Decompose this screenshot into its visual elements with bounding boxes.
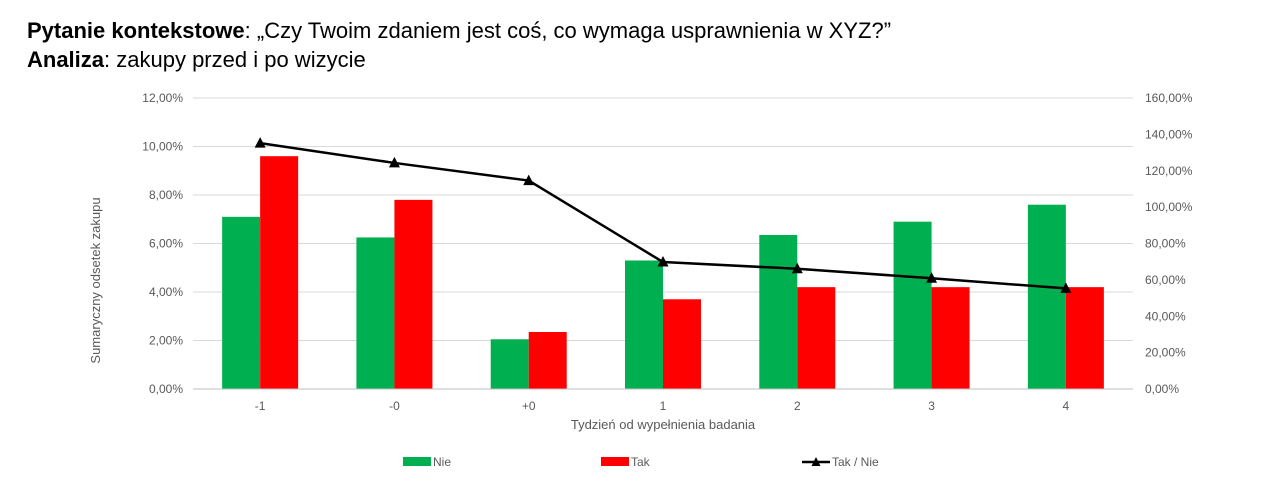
y-axis-title: Sumaryczny odsetek zakupu — [88, 197, 103, 363]
y2-tick-label: 80,00% — [1145, 237, 1186, 251]
bar-tak — [394, 199, 433, 389]
y-tick-label: 4,00% — [149, 285, 183, 299]
question-line: Pytanie kontekstowe: „Czy Twoim zdaniem … — [27, 16, 1267, 45]
y2-tick-label: 120,00% — [1145, 164, 1193, 178]
legend-swatch — [601, 457, 629, 466]
y2-tick-label: 40,00% — [1145, 309, 1186, 323]
y-tick-label: 0,00% — [149, 382, 183, 396]
x-tick-labels: -1 -0 +0 1 2 3 4 — [255, 399, 1070, 413]
y2-tick-label: 160,00% — [1145, 91, 1193, 105]
question-label: Pytanie kontekstowe — [27, 18, 245, 43]
bar-tak — [1065, 287, 1104, 389]
bar-tak — [931, 287, 970, 389]
y-tick-label: 12,00% — [142, 91, 183, 105]
x-tick-label: 4 — [1063, 399, 1070, 413]
legend: Nie Tak Tak / Nie — [403, 455, 879, 469]
analysis-text: : zakupy przed i po wizycie — [104, 47, 366, 72]
legend-label: Tak — [631, 455, 651, 469]
bars — [222, 156, 1104, 389]
x-tick-label: +0 — [522, 399, 536, 413]
y-tick-label: 6,00% — [149, 237, 183, 251]
analysis-line: Analiza: zakupy przed i po wizycie — [27, 45, 1267, 74]
x-tick-label: -0 — [389, 399, 400, 413]
legend-marker — [811, 457, 821, 466]
ratio-point — [657, 256, 669, 267]
bar-tak — [797, 287, 836, 389]
y-tick-label: 2,00% — [149, 334, 183, 348]
question-text: : „Czy Twoim zdaniem jest coś, co wymaga… — [244, 18, 892, 43]
ratio-point — [523, 174, 535, 186]
bar-nie — [490, 339, 529, 389]
slide-header: Pytanie kontekstowe: „Czy Twoim zdaniem … — [27, 16, 1267, 74]
y-tick-label: 8,00% — [149, 188, 183, 202]
bar-nie — [759, 235, 798, 389]
x-tick-label: -1 — [255, 399, 266, 413]
x-tick-label: 2 — [794, 399, 801, 413]
x-axis-title: Tydzień od wypełnienia badania — [571, 417, 756, 432]
y2-tick-labels: 0,00% 20,00% 40,00% 60,00% 80,00% 100,00% 120,… — [1145, 91, 1193, 396]
y2-tick-label: 20,00% — [1145, 346, 1186, 360]
bar-nie — [893, 221, 932, 389]
y2-tick-label: 60,00% — [1145, 273, 1186, 287]
x-tick-label: 3 — [928, 399, 935, 413]
y2-tick-label: 140,00% — [1145, 127, 1193, 141]
y2-tick-label: 100,00% — [1145, 200, 1193, 214]
ratio-point — [926, 272, 938, 283]
bar-nie — [625, 260, 663, 389]
legend-item-nie: Nie — [403, 455, 451, 469]
analysis-label: Analiza — [27, 47, 105, 72]
bar-nie — [222, 216, 261, 389]
ratio-line-series — [254, 137, 1072, 293]
legend-swatch — [403, 457, 431, 466]
y2-tick-label: 0,00% — [1145, 382, 1179, 396]
ratio-point — [1060, 282, 1072, 293]
ratio-point — [791, 262, 803, 274]
x-tick-label: 1 — [660, 399, 667, 413]
legend-label: Tak / Nie — [832, 455, 879, 469]
ratio-point — [254, 137, 266, 148]
legend-item-tak: Tak — [601, 455, 651, 469]
y-tick-labels: 0,00% 2,00% 4,00% 6,00% 8,00% 10,00% 12,00% — [142, 91, 183, 396]
bar-nie — [356, 237, 395, 389]
y-tick-label: 10,00% — [142, 140, 183, 154]
bar-tak — [663, 299, 701, 389]
bar-tak — [528, 332, 567, 389]
ratio-point — [388, 156, 400, 168]
bar-tak — [260, 156, 299, 389]
legend-item-tak-nie: Tak / Nie — [802, 455, 879, 469]
bar-nie — [1027, 204, 1066, 389]
legend-label: Nie — [433, 455, 451, 469]
